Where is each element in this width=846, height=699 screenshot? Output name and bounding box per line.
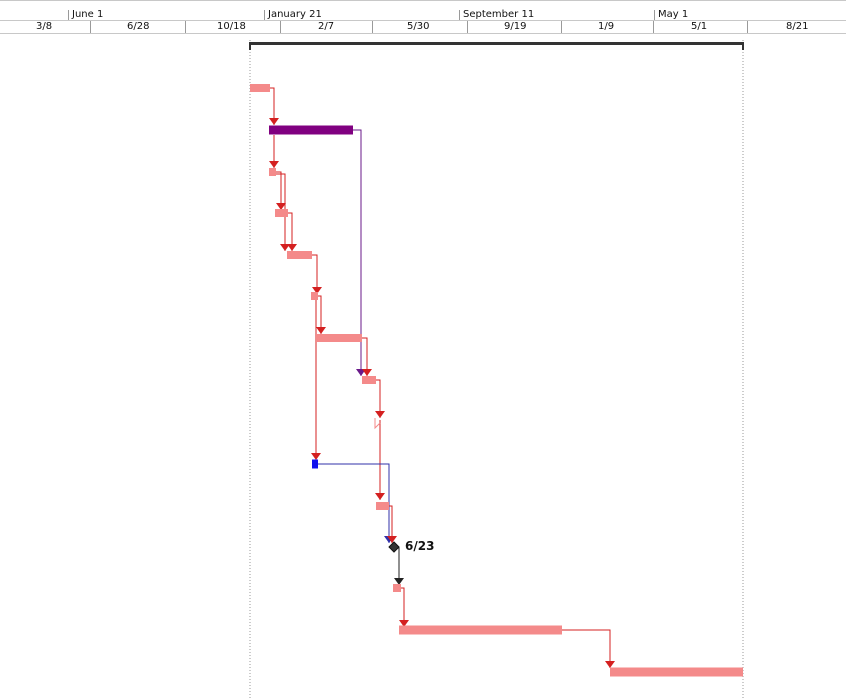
link-arrowhead (280, 244, 290, 251)
timescale-minor-tick (747, 21, 748, 33)
task-bar (362, 376, 376, 384)
timescale-major-label: June 1 (72, 9, 104, 20)
link-arrowhead (287, 244, 297, 251)
task-bar (275, 209, 288, 217)
task-bar (316, 334, 362, 342)
timescale-minor-tick (372, 21, 373, 33)
timescale-top-border (0, 0, 846, 1)
timescale-minor-tick (280, 21, 281, 33)
gantt-chart-area: 6/23 (249, 40, 744, 699)
link-arrowhead (362, 369, 372, 376)
timescale-major-label: May 1 (658, 9, 689, 20)
task-bar (250, 84, 270, 92)
timescale-major-tick (459, 10, 460, 20)
project-summary-bar (250, 42, 743, 45)
timescale-minor-tick (90, 21, 91, 33)
task-link (362, 337, 368, 376)
task-bar (287, 251, 312, 259)
task-bar (393, 584, 401, 592)
task-bar (610, 667, 743, 677)
link-arrowhead (316, 327, 326, 334)
link-arrowhead (394, 578, 404, 585)
link-arrowhead (276, 203, 286, 210)
timescale-minor-label: 6/28 (127, 21, 150, 32)
link-arrowhead (387, 536, 397, 543)
project-summary-start-cap (249, 42, 251, 50)
task-bar (269, 168, 276, 176)
task-link (276, 173, 286, 251)
timescale-major-label: September 11 (463, 9, 535, 20)
timescale-tier-divider (0, 20, 846, 21)
timescale-minor-label: 5/1 (691, 21, 708, 32)
link-arrowhead (312, 287, 322, 294)
task-link (376, 379, 381, 418)
summary-task-bar (269, 125, 353, 135)
link-arrowhead (311, 453, 321, 460)
link-arrowhead (399, 620, 409, 627)
task-link (315, 297, 318, 460)
timescale-minor-label: 10/18 (217, 21, 246, 32)
timescale-bottom-border (0, 33, 846, 34)
task-bar (311, 292, 318, 300)
timescale-minor-label: 9/19 (504, 21, 527, 32)
timescale-major-tick (264, 10, 265, 20)
timescale-minor-tick (185, 21, 186, 33)
task-link (312, 254, 318, 294)
timescale-major-tick (68, 10, 69, 20)
link-arrowhead (375, 493, 385, 500)
task-link (389, 505, 393, 543)
timescale-major-tick (654, 10, 655, 20)
timescale-minor-label: 3/8 (36, 21, 53, 32)
timescale-minor-label: 5/30 (407, 21, 430, 32)
link-arrowhead (375, 411, 385, 418)
milestone-date-label: 6/23 (405, 539, 434, 553)
timescale-minor-label: 8/21 (786, 21, 809, 32)
gantt-timescale: June 1 January 21 September 11 May 1 3/8… (0, 0, 846, 34)
link-arrowhead (269, 118, 279, 125)
link-arrowhead (269, 161, 279, 168)
task-link (270, 87, 275, 125)
timescale-minor-tick (561, 21, 562, 33)
milestone-diamond (388, 541, 400, 553)
link-arrowhead (605, 661, 615, 668)
task-link (401, 587, 405, 627)
timescale-minor-label: 1/9 (598, 21, 615, 32)
timescale-major-label: January 21 (268, 9, 322, 20)
timescale-minor-tick (467, 21, 468, 33)
timescale-minor-tick (653, 21, 654, 33)
task-link (318, 295, 322, 334)
task-link (562, 629, 611, 668)
task-bar (399, 625, 562, 635)
project-summary-end-cap (742, 42, 744, 50)
timescale-minor-label: 2/7 (318, 21, 335, 32)
task-link (288, 212, 293, 251)
progress-marker (374, 418, 381, 430)
task-bar (376, 502, 389, 510)
task-link (276, 171, 282, 210)
external-task-link (318, 463, 390, 543)
external-task-bar (312, 459, 318, 469)
summary-link (353, 129, 362, 376)
